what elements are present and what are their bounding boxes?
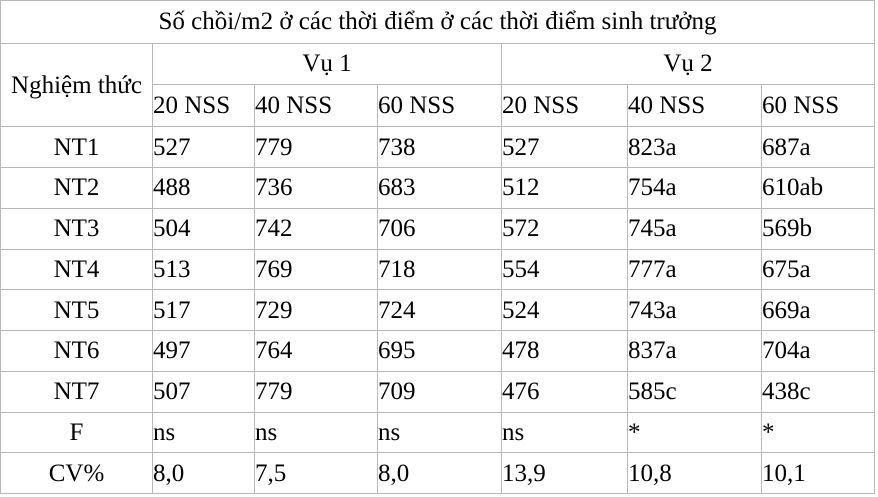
row-label: NT6 xyxy=(0,330,153,372)
table-cell: 13,9 xyxy=(501,452,628,494)
table-cell: 524 xyxy=(501,289,628,332)
table-cell: 517 xyxy=(152,289,255,332)
table-cell: 779 xyxy=(254,126,378,169)
table-cell: 683 xyxy=(377,167,502,209)
row-label: NT4 xyxy=(0,248,153,291)
table-cell: 837a xyxy=(627,330,762,372)
sub-header: 40 NSS xyxy=(254,83,378,128)
table-cell: 675a xyxy=(760,248,876,291)
table-cell: 554 xyxy=(501,248,628,291)
table-cell: 764 xyxy=(254,330,378,372)
group-header-vu2: Vụ 2 xyxy=(500,42,876,85)
table-cell: 823a xyxy=(627,126,762,169)
table-row: NT4 513 769 718 554 777a 675a xyxy=(0,248,876,291)
table-cell: * xyxy=(760,411,876,454)
table-cell: 527 xyxy=(152,126,255,169)
table-cell: 695 xyxy=(377,330,502,372)
table-row: NT7 507 779 709 476 585c 438c xyxy=(0,370,876,413)
table-cell: 527 xyxy=(501,126,628,169)
table-cell: 497 xyxy=(152,330,255,372)
table-cell: 7,5 xyxy=(254,452,378,494)
table-cell: 777a xyxy=(627,248,762,291)
table-cell: 704a xyxy=(760,330,876,372)
table-cell: 687a xyxy=(760,126,876,169)
table-cell: 10,1 xyxy=(760,452,876,494)
table-cell: 745a xyxy=(627,207,762,250)
table-cell: 742 xyxy=(254,207,378,250)
row-label: NT5 xyxy=(0,289,153,332)
table-body: NT1 527 779 738 527 823a 687a NT2 488 736 683 512 75… xyxy=(0,126,876,494)
table-cell: 706 xyxy=(377,207,502,250)
table-row: CV% 8,0 7,5 8,0 13,9 10,8 10,1 xyxy=(0,452,876,494)
row-label: NT2 xyxy=(0,167,153,209)
table-cell: 507 xyxy=(152,370,255,413)
table-row: NT1 527 779 738 527 823a 687a xyxy=(0,126,876,169)
table-cell: 754a xyxy=(627,167,762,209)
table-cell: 10,8 xyxy=(627,452,762,494)
table-cell: 478 xyxy=(501,330,628,372)
row-label: NT3 xyxy=(0,207,153,250)
table-cell: 488 xyxy=(152,167,255,209)
table-cell: 724 xyxy=(377,289,502,332)
title-row: Số chồi/m2 ở các thời điểm ở các thời đi… xyxy=(0,0,876,44)
table-cell: 743a xyxy=(627,289,762,332)
sub-header: 20 NSS xyxy=(152,83,255,128)
table-cell: 513 xyxy=(152,248,255,291)
table-row: NT2 488 736 683 512 754a 610ab xyxy=(0,167,876,209)
table-cell: ns xyxy=(501,411,628,454)
table-cell: 585c xyxy=(627,370,762,413)
table-cell: 572 xyxy=(501,207,628,250)
table-cell: 8,0 xyxy=(152,452,255,494)
table-row: NT6 497 764 695 478 837a 704a xyxy=(0,330,876,372)
table-cell: ns xyxy=(377,411,502,454)
table-cell: 504 xyxy=(152,207,255,250)
table-row: NT5 517 729 724 524 743a 669a xyxy=(0,289,876,332)
table-cell: 709 xyxy=(377,370,502,413)
table-cell: 736 xyxy=(254,167,378,209)
table-cell: 669a xyxy=(760,289,876,332)
row-label: CV% xyxy=(0,452,153,494)
group-header-vu1: Vụ 1 xyxy=(152,42,502,85)
table-title: Số chồi/m2 ở các thời điểm ở các thời đi… xyxy=(0,0,876,44)
sub-header: 60 NSS xyxy=(760,83,876,128)
table-cell: 729 xyxy=(254,289,378,332)
sub-header: 40 NSS xyxy=(627,83,762,128)
table-cell: * xyxy=(627,411,762,454)
sub-header: 20 NSS xyxy=(501,83,628,128)
table-cell: ns xyxy=(254,411,378,454)
sub-header-row: 20 NSS 40 NSS 60 NSS 20 NSS 40 NSS 60 NS… xyxy=(1,83,876,128)
table-cell: 8,0 xyxy=(377,452,502,494)
table-cell: 569b xyxy=(760,207,876,250)
row-label: NT7 xyxy=(0,370,153,413)
row-label: NT1 xyxy=(0,126,153,169)
row-label: F xyxy=(0,411,153,454)
group-header-row: Nghiệm thức Vụ 1 Vụ 2 xyxy=(0,42,876,128)
table-cell: 610ab xyxy=(760,167,876,209)
table-row: NT3 504 742 706 572 745a 569b xyxy=(0,207,876,250)
table-cell: 476 xyxy=(501,370,628,413)
table-cell: 779 xyxy=(254,370,378,413)
table-cell: 738 xyxy=(377,126,502,169)
sub-header: 60 NSS xyxy=(377,83,502,128)
row-header-label: Nghiệm thức xyxy=(0,42,153,128)
table-cell: 438c xyxy=(760,370,876,413)
table-cell: 769 xyxy=(254,248,378,291)
table-cell: ns xyxy=(152,411,255,454)
table-cell: 512 xyxy=(501,167,628,209)
table-cell: 718 xyxy=(377,248,502,291)
